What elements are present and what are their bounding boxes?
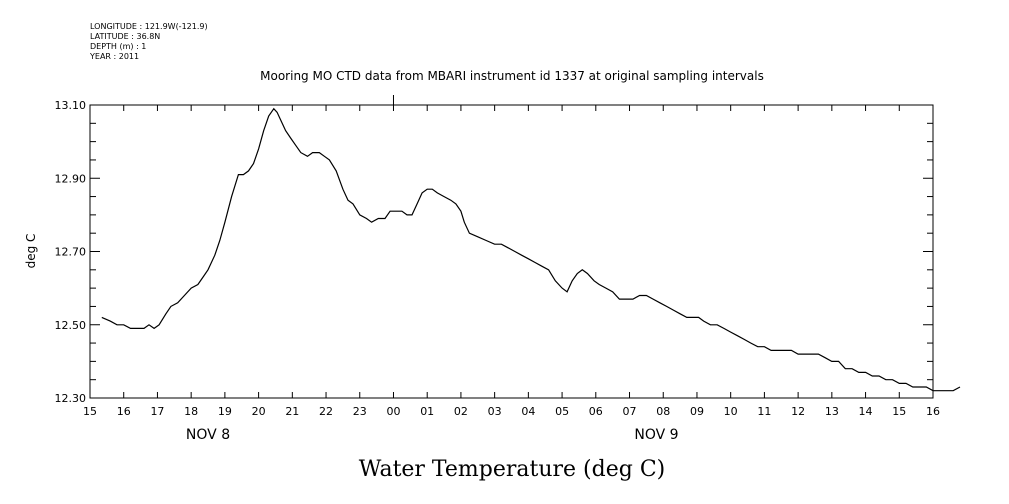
x-tick-label: 19 bbox=[218, 405, 232, 418]
x-tick-label: 15 bbox=[892, 405, 906, 418]
axes-group: 12.30 12.50 12.70 12.90 13.10 15 16 17 18 19 20 21 2… bbox=[55, 95, 940, 443]
latitude-text: LATITUDE : 36.8N bbox=[90, 32, 161, 41]
x-tick-label: 03 bbox=[488, 405, 502, 418]
x-tick-label: 02 bbox=[454, 405, 468, 418]
x-tick-label: 09 bbox=[690, 405, 704, 418]
x-tick-label: 14 bbox=[859, 405, 873, 418]
chart-title: Mooring MO CTD data from MBARI instrumen… bbox=[260, 69, 764, 83]
x-tick-label: 10 bbox=[724, 405, 738, 418]
date-label: NOV 9 bbox=[634, 427, 678, 443]
x-tick-label: 16 bbox=[926, 405, 940, 418]
x-tick-label: 12 bbox=[791, 405, 805, 418]
series-group bbox=[101, 107, 961, 392]
metadata-block: LONGITUDE : 121.9W(-121.9) LATITUDE : 36… bbox=[90, 22, 208, 62]
y-tick-label: 12.50 bbox=[55, 319, 87, 332]
date-label: NOV 8 bbox=[186, 427, 230, 443]
x-tick-label: 23 bbox=[353, 405, 367, 418]
y-tick-label: 12.90 bbox=[55, 172, 87, 185]
x-tick-label: 06 bbox=[589, 405, 603, 418]
y-axis-label: deg C bbox=[24, 234, 38, 269]
y-tick-label: 13.10 bbox=[55, 99, 87, 112]
x-tick-label: 18 bbox=[184, 405, 198, 418]
x-tick-label: 22 bbox=[319, 405, 333, 418]
x-tick-label: 20 bbox=[252, 405, 266, 418]
depth-text: DEPTH (m) : 1 bbox=[90, 42, 147, 51]
series-line bbox=[101, 107, 961, 392]
x-tick-label: 00 bbox=[386, 405, 400, 418]
x-tick-label: 17 bbox=[150, 405, 164, 418]
x-tick-label: 07 bbox=[623, 405, 637, 418]
x-tick-label: 11 bbox=[757, 405, 771, 418]
year-text: YEAR : 2011 bbox=[90, 52, 140, 61]
x-tick-label: 16 bbox=[117, 405, 131, 418]
x-tick-label: 21 bbox=[285, 405, 299, 418]
x-tick-label: 04 bbox=[521, 405, 535, 418]
x-axis-title: Water Temperature (deg C) bbox=[359, 457, 666, 482]
x-tick-label: 01 bbox=[420, 405, 434, 418]
x-tick-label: 05 bbox=[555, 405, 569, 418]
longitude-text: LONGITUDE : 121.9W(-121.9) bbox=[90, 22, 208, 31]
x-tick-label: 13 bbox=[825, 405, 839, 418]
y-tick-label: 12.30 bbox=[55, 392, 87, 405]
x-tick-label: 08 bbox=[656, 405, 670, 418]
x-tick-label: 15 bbox=[83, 405, 97, 418]
y-tick-label: 12.70 bbox=[55, 246, 87, 259]
